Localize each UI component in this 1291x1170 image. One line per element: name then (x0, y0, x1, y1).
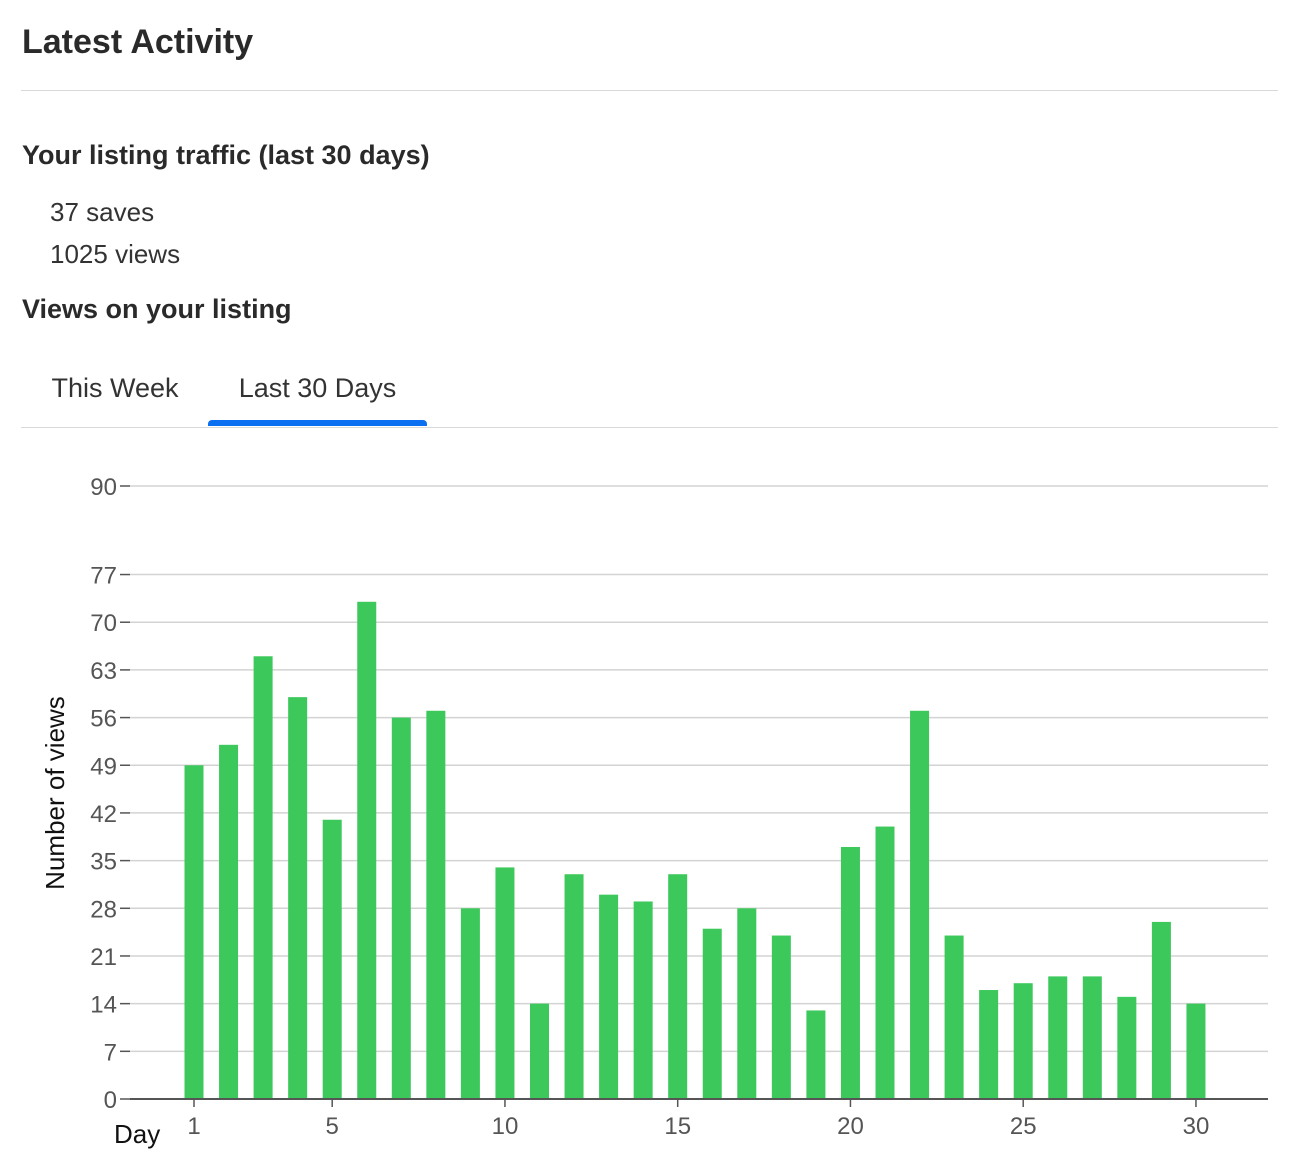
y-tick-label: 90 (90, 474, 117, 501)
y-tick-label: 63 (90, 658, 117, 685)
bar-day-17 (737, 908, 757, 1099)
bar-day-30 (1186, 1003, 1206, 1099)
bar-day-22 (910, 710, 930, 1099)
bar-day-14 (633, 901, 653, 1099)
x-tick-label: 15 (664, 1113, 691, 1140)
y-tick-label: 77 (90, 563, 117, 590)
bar-day-6 (357, 601, 377, 1099)
tab-last-30-days-label: Last 30 Days (238, 373, 397, 403)
traffic-heading: Your listing traffic (last 30 days) (22, 140, 430, 170)
x-tick-label: 10 (492, 1113, 519, 1140)
y-tick-label: 0 (104, 1087, 117, 1114)
bar-day-10 (495, 867, 515, 1099)
bar-day-7 (391, 717, 411, 1099)
x-tick-label: 20 (837, 1113, 864, 1140)
bar-day-9 (460, 908, 480, 1099)
bar-day-4 (288, 697, 308, 1099)
y-tick-label: 21 (90, 944, 117, 971)
bar-day-21 (875, 826, 895, 1099)
bar-day-20 (840, 846, 860, 1099)
bar-day-29 (1151, 921, 1171, 1099)
y-tick-label: 35 (90, 849, 117, 876)
bar-day-27 (1082, 976, 1102, 1099)
bar-day-24 (979, 990, 999, 1099)
y-tick-label: 70 (90, 610, 117, 637)
tabs-divider (21, 427, 1278, 428)
bar-day-3 (253, 656, 273, 1099)
tab-last-30-days[interactable]: Last 30 Days (208, 350, 427, 426)
x-axis-title: Day (114, 1119, 160, 1149)
x-tick-label: 1 (187, 1113, 200, 1140)
y-tick-label: 49 (90, 753, 117, 780)
bar-day-19 (806, 1010, 826, 1099)
active-tab-indicator (208, 420, 427, 426)
bar-day-8 (426, 710, 446, 1099)
bar-day-16 (702, 928, 722, 1099)
y-tick-label: 42 (90, 801, 117, 828)
views-tabs: This Week Last 30 Days (21, 350, 1278, 428)
bar-day-5 (322, 819, 342, 1099)
bar-day-26 (1048, 976, 1068, 1099)
bar-day-23 (944, 935, 964, 1099)
bar-day-15 (668, 874, 688, 1099)
y-tick-label: 28 (90, 896, 117, 923)
bar-day-18 (771, 935, 791, 1099)
y-tick-label: 14 (90, 992, 117, 1019)
x-tick-label: 30 (1183, 1113, 1210, 1140)
saves-count: 37 saves (50, 197, 155, 227)
bar-day-12 (564, 874, 584, 1099)
page-title: Latest Activity (22, 23, 254, 61)
y-tick-label: 7 (104, 1039, 117, 1066)
chart-bars (184, 601, 1206, 1099)
x-tick-label: 25 (1010, 1113, 1037, 1140)
bar-day-13 (599, 894, 619, 1099)
bar-day-11 (530, 1003, 549, 1099)
y-tick-label: 56 (90, 706, 117, 733)
tab-this-week[interactable]: This Week (35, 350, 195, 426)
header-divider (21, 90, 1278, 91)
y-axis-title: Number of views (40, 696, 70, 890)
x-tick-label: 5 (326, 1113, 339, 1140)
views-heading: Views on your listing (22, 294, 292, 324)
views-count: 1025 views (50, 239, 181, 269)
bar-day-25 (1013, 983, 1033, 1099)
bar-day-28 (1117, 996, 1137, 1099)
bar-day-2 (219, 744, 239, 1099)
bar-day-1 (184, 765, 204, 1099)
chart-grid (130, 485, 1268, 1053)
